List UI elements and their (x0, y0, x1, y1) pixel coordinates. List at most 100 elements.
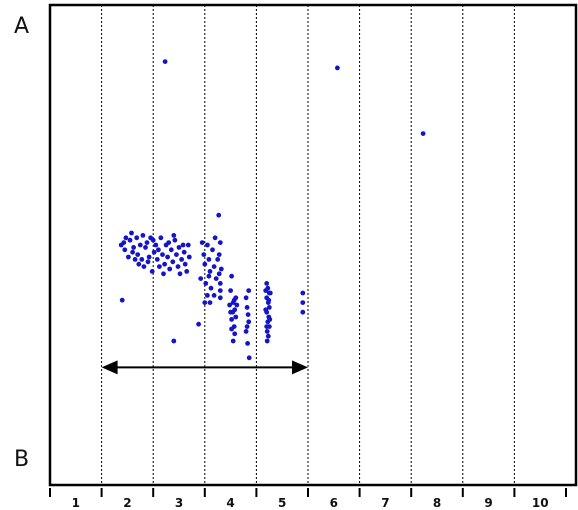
data-point (212, 264, 217, 269)
data-point (208, 300, 213, 305)
data-point (186, 243, 191, 248)
data-point (136, 262, 141, 267)
data-point (174, 252, 179, 257)
data-point (205, 293, 210, 298)
data-point (162, 262, 167, 267)
x-tick-label: 10 (532, 496, 549, 510)
data-point (218, 295, 223, 300)
x-axis: 1 2 3 4 5 6 7 8 9 10 (50, 488, 566, 510)
data-point (200, 240, 205, 245)
data-point (202, 262, 207, 267)
data-point (167, 267, 172, 272)
data-point (173, 238, 178, 243)
data-point (156, 247, 161, 252)
data-point (130, 250, 135, 255)
data-point (177, 245, 182, 250)
data-point (129, 231, 134, 236)
data-point (143, 245, 148, 250)
label-a: A (14, 14, 29, 39)
data-point (150, 269, 155, 274)
data-point (229, 327, 234, 332)
data-point (151, 238, 156, 243)
x-tick-label: 2 (123, 496, 131, 510)
data-point (181, 243, 186, 248)
data-point (161, 271, 166, 276)
data-point (218, 281, 223, 286)
data-point (170, 259, 175, 264)
data-point (233, 295, 238, 300)
data-point (141, 233, 146, 238)
data-point (153, 243, 158, 248)
grid-lines (102, 5, 515, 485)
data-point (212, 293, 217, 298)
data-point (166, 240, 171, 245)
data-points (119, 59, 426, 360)
data-point (232, 331, 237, 336)
data-point (233, 315, 238, 320)
data-point (155, 257, 160, 262)
data-point (207, 274, 212, 279)
data-point (231, 339, 236, 344)
arrow-head-right (292, 360, 308, 374)
data-point (133, 257, 138, 262)
x-tick-label: 5 (278, 496, 286, 510)
data-point (300, 300, 305, 305)
data-point (266, 298, 271, 303)
data-point (263, 307, 268, 312)
data-point (245, 305, 250, 310)
data-point (187, 255, 192, 260)
data-point (264, 324, 269, 329)
data-point (198, 276, 203, 281)
x-tick-label: 1 (72, 496, 80, 510)
data-point (216, 213, 221, 218)
data-point (135, 252, 140, 257)
label-b: B (14, 447, 29, 472)
data-point (145, 240, 150, 245)
data-point (218, 240, 223, 245)
data-point (213, 235, 218, 240)
data-point (147, 255, 152, 260)
data-point (214, 276, 219, 281)
data-point (219, 267, 224, 272)
data-point (228, 310, 233, 315)
data-point (142, 264, 147, 269)
data-point (160, 252, 165, 257)
x-tick-label: 8 (433, 496, 441, 510)
data-point (152, 250, 157, 255)
data-point (215, 257, 220, 262)
data-point (120, 298, 125, 303)
data-point (163, 59, 168, 64)
x-tick-label: 7 (381, 496, 389, 510)
data-point (300, 310, 305, 315)
data-point (234, 303, 239, 308)
data-point (245, 324, 250, 329)
data-point (421, 131, 426, 136)
data-point (246, 319, 251, 324)
data-point (182, 250, 187, 255)
data-point (131, 245, 136, 250)
data-point (245, 341, 250, 346)
x-tick-label: 9 (484, 496, 492, 510)
data-point (229, 274, 234, 279)
data-point (165, 255, 170, 260)
data-point (169, 247, 174, 252)
x-tick-label: 6 (330, 496, 338, 510)
data-point (138, 243, 143, 248)
data-point (134, 235, 139, 240)
plot-frame (50, 5, 576, 485)
data-point (263, 288, 268, 293)
x-tick-label: 4 (226, 496, 234, 510)
arrow-head-left (102, 360, 118, 374)
data-point (176, 264, 181, 269)
data-point (183, 262, 188, 267)
data-point (121, 240, 126, 245)
data-point (335, 66, 340, 71)
data-point (139, 257, 144, 262)
data-point (179, 257, 184, 262)
data-point (228, 288, 233, 293)
data-point (267, 317, 272, 322)
data-point (146, 259, 151, 264)
data-point (246, 288, 251, 293)
data-point (300, 291, 305, 296)
